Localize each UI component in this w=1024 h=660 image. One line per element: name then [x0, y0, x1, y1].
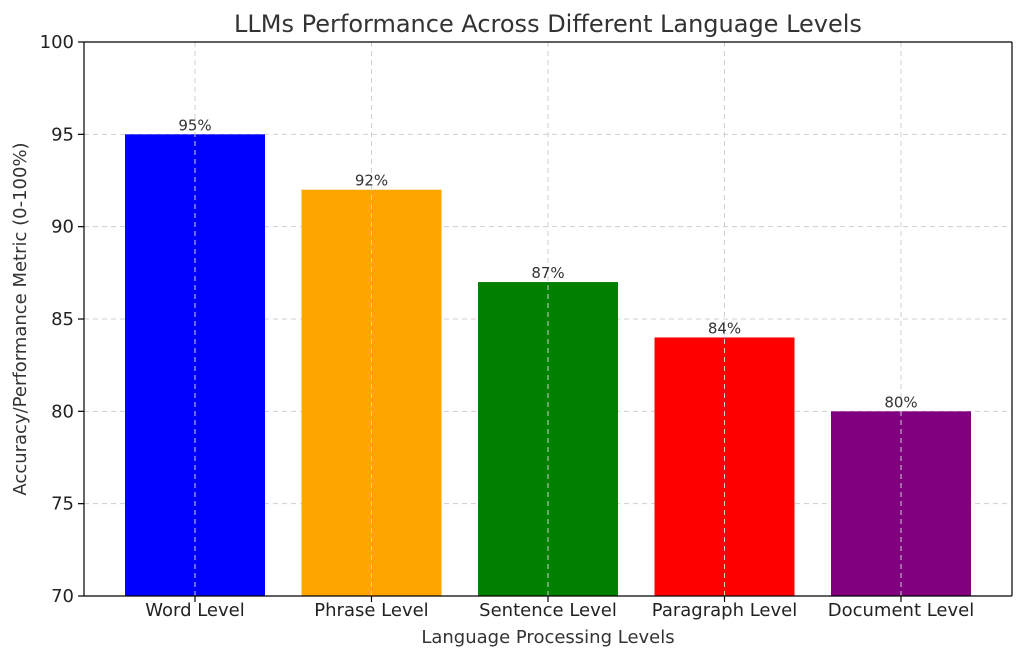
value-labels-layer: 95% 92% 87% 84% 80%	[178, 116, 917, 411]
value-label-5: 80%	[884, 393, 917, 411]
bar-word-level	[125, 134, 265, 597]
x-tick-label-3: Sentence Level	[479, 600, 617, 621]
x-tick-label-1: Word Level	[145, 600, 245, 621]
y-tick-label-100: 100	[40, 32, 74, 53]
x-axis-label: Language Processing Levels	[421, 627, 674, 648]
bars-layer	[125, 134, 971, 597]
x-tick-label-2: Phrase Level	[314, 600, 428, 621]
y-tick-label-80: 80	[51, 401, 74, 422]
y-tick-label-85: 85	[51, 309, 74, 330]
x-tick-label-4: Paragraph Level	[652, 600, 797, 621]
y-tick-label-75: 75	[51, 494, 74, 515]
y-axis-label: Accuracy/Performance Metric (0-100%)	[10, 142, 31, 495]
axes-layer	[78, 41, 1013, 602]
value-label-4: 84%	[708, 319, 741, 337]
y-tick-label-90: 90	[51, 217, 74, 238]
value-label-3: 87%	[531, 264, 564, 282]
y-tick-label-70: 70	[51, 586, 74, 607]
chart-title: LLMs Performance Across Different Langua…	[234, 10, 862, 38]
x-tick-label-5: Document Level	[828, 600, 975, 621]
y-tick-labels: 70 75 80 85 90 95 100	[40, 32, 74, 607]
value-label-2: 92%	[355, 172, 388, 190]
x-tick-labels: Word Level Phrase Level Sentence Level Para…	[145, 600, 974, 621]
y-tick-label-95: 95	[51, 124, 74, 145]
value-label-1: 95%	[178, 116, 211, 134]
